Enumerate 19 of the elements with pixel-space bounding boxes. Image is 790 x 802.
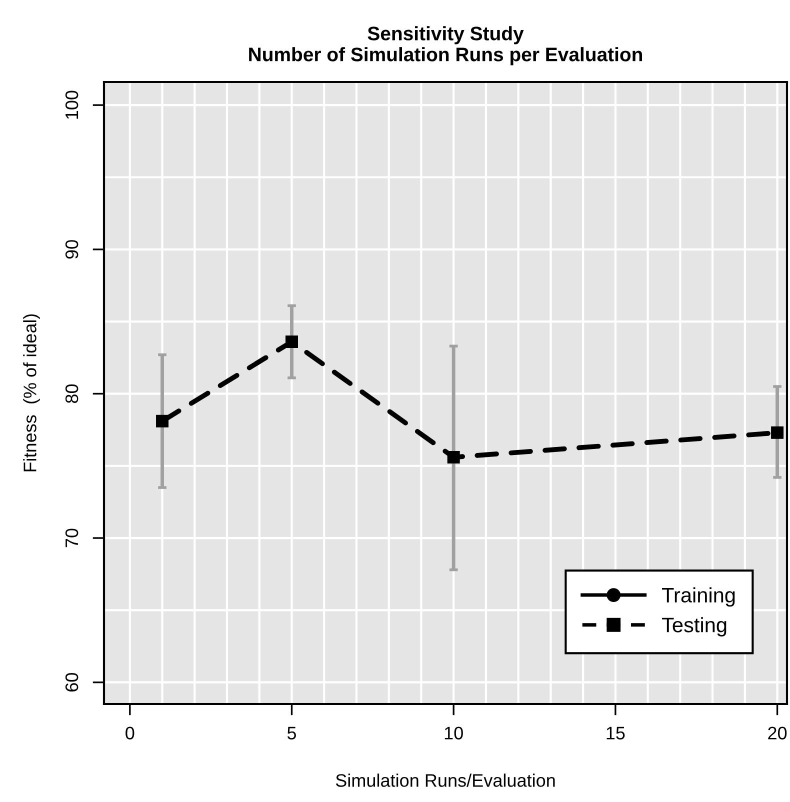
x-tick-label: 10 — [444, 726, 463, 740]
y-tick-label: 90 — [65, 240, 78, 259]
legend-label: Testing — [662, 617, 726, 636]
x-tick-label: 20 — [768, 726, 787, 740]
point — [771, 426, 784, 439]
x-tick-label: 15 — [606, 726, 625, 740]
legend-label: Training — [662, 587, 735, 607]
x-tick-label: 5 — [287, 726, 296, 740]
x-axis-title: Simulation Runs/Evaluation — [336, 774, 555, 787]
y-tick-label: 100 — [65, 90, 78, 119]
y-tick-label: 60 — [65, 673, 78, 692]
chart-title: Sensitivity Study Number of Simulation Runs per Evaluation — [249, 26, 642, 66]
y-tick-label: 70 — [65, 528, 78, 548]
point — [285, 336, 298, 348]
point — [447, 450, 460, 464]
x-tick-label: 0 — [126, 726, 134, 740]
y-tick-label: 80 — [65, 384, 78, 403]
y-axis-title: Fitness (% of ideal) — [23, 314, 40, 472]
point — [156, 414, 169, 428]
